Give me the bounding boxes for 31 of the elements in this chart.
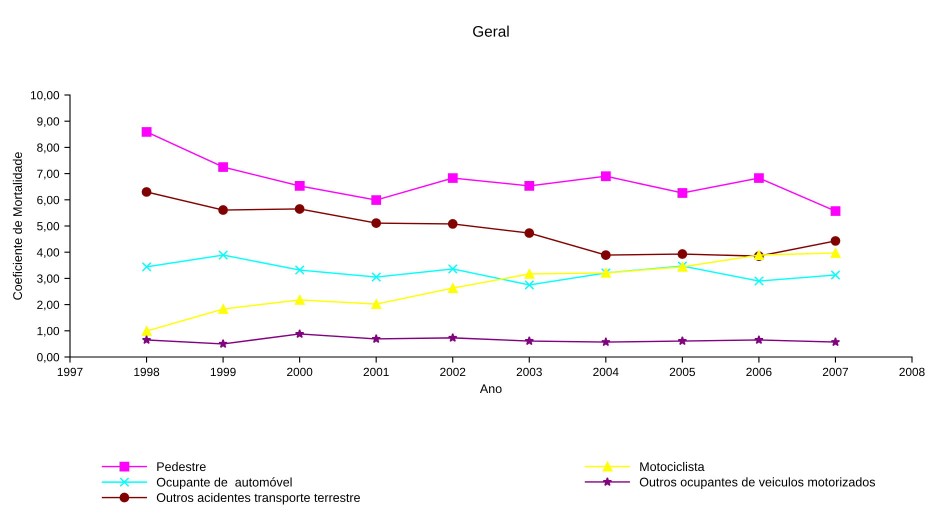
x-tick-label: 1997 — [58, 368, 83, 376]
legend-label: Ocupante de automóvel — [156, 477, 292, 490]
y-tick-label: 9,00 — [37, 117, 60, 127]
legend-label: Outros acidentes transporte terrestre — [156, 492, 360, 504]
y-tick-label: 1,00 — [38, 326, 60, 337]
chart-title: Geral — [473, 26, 509, 37]
y-tick-label: 2,00 — [37, 300, 60, 310]
y-tick-label: 6,00 — [37, 196, 60, 206]
y-axis-title: Coeficiente de Mortalidade — [12, 152, 22, 300]
x-tick-label: 1998 — [134, 368, 160, 376]
x-tick-label: 2007 — [822, 368, 848, 376]
legend-label: Motociclista — [640, 462, 705, 472]
y-tick-label: 5,00 — [37, 222, 60, 232]
x-tick-label: 2001 — [364, 368, 389, 376]
x-tick-label: 2003 — [516, 368, 542, 376]
x-tick-label: 2005 — [670, 368, 695, 376]
x-tick-label: 2000 — [287, 368, 312, 376]
legend-label: Outros ocupantes de veiculos motorizados — [640, 477, 876, 489]
x-tick-label: 2008 — [899, 368, 925, 376]
legend-label: Pedestre — [157, 462, 206, 472]
x-axis-title: Ano — [480, 384, 502, 394]
y-tick-label: 7,00 — [37, 170, 60, 180]
y-tick-label: 3,00 — [37, 274, 60, 284]
y-tick-label: 4,00 — [36, 248, 60, 258]
x-tick-label: 2004 — [593, 368, 619, 376]
x-tick-label: 2006 — [746, 368, 772, 376]
y-tick-label: 0,00 — [37, 353, 60, 363]
y-tick-label: 10,00 — [30, 91, 60, 101]
x-tick-label: 2002 — [440, 368, 466, 376]
x-tick-label: 1999 — [210, 368, 236, 376]
y-tick-label: 8,00 — [37, 143, 60, 154]
